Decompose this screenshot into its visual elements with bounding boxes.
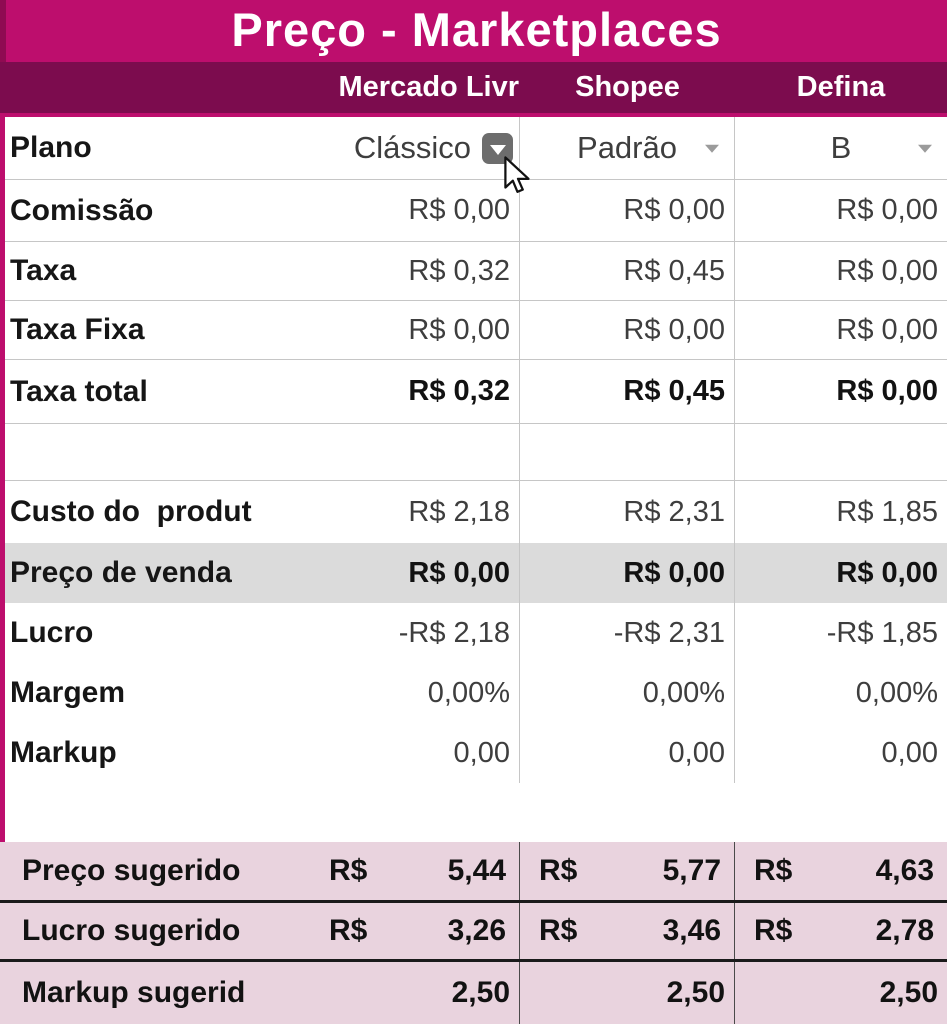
cell-lucro-mercado-livre[interactable]: -R$ 2,18 (310, 603, 520, 663)
cell-taxa-mercado-livre[interactable]: R$ 0,32 (310, 242, 520, 300)
row-label-margem: Margem (10, 676, 126, 709)
cell-preco-sugerido-shopee[interactable]: R$ 5,77 (520, 842, 735, 900)
row-label-markup: Markup (10, 736, 117, 769)
currency-symbol: R$ (539, 854, 578, 887)
cell-markup-sugerido-mercado-livre[interactable]: 2,50 (310, 962, 520, 1024)
cell-preco-venda-shopee[interactable]: R$ 0,00 (520, 543, 735, 603)
row-label-plano: Plano (10, 131, 92, 164)
row-label-preco-sugerido: Preço sugerido (22, 854, 241, 887)
row-empty (0, 424, 947, 481)
cell-lucro-sugerido-defina[interactable]: R$ 2,78 (735, 903, 947, 959)
cell-custo-mercado-livre[interactable]: R$ 2,18 (310, 481, 520, 543)
currency-symbol: R$ (754, 854, 793, 887)
cell-comissao-shopee[interactable]: R$ 0,00 (520, 180, 735, 241)
cell-markup-defina[interactable]: 0,00 (881, 736, 938, 769)
currency-symbol: R$ (329, 854, 368, 887)
cell-value: 4,63 (875, 854, 934, 887)
row-label-lucro-sugerido: Lucro sugerido (22, 914, 241, 947)
currency-symbol: R$ (329, 914, 368, 947)
cell-value: 5,77 (662, 854, 721, 887)
row-label-comissao: Comissão (10, 193, 154, 227)
row-taxa-fixa: Taxa Fixa R$ 0,00 R$ 0,00 R$ 0,00 (0, 301, 947, 360)
cell-markup-sugerido-shopee[interactable]: 2,50 (520, 962, 735, 1024)
plano-cell-shopee[interactable]: Padrão (520, 117, 735, 179)
cell-margem-mercado-livre[interactable]: 0,00% (310, 663, 520, 723)
cell-comissao-mercado-livre[interactable]: R$ 0,00 (310, 180, 520, 241)
cell-taxa-defina[interactable]: R$ 0,00 (836, 254, 938, 287)
plano-cell-defina[interactable]: B (735, 117, 947, 179)
row-lucro-sugerido: Lucro sugerido R$ 3,26 R$ 3,46 R$ 2,78 (0, 903, 947, 962)
cell-taxa-total-shopee[interactable]: R$ 0,45 (520, 360, 735, 423)
cell-custo-shopee[interactable]: R$ 2,31 (520, 481, 735, 543)
chevron-down-icon[interactable] (918, 144, 932, 153)
column-header-mercado-livre[interactable]: Mercado Livr (338, 71, 520, 103)
cell-taxa-fixa-defina[interactable]: R$ 0,00 (836, 313, 938, 346)
row-comissao: Comissão R$ 0,00 R$ 0,00 R$ 0,00 (0, 180, 947, 242)
row-label-taxa-fixa: Taxa Fixa (10, 313, 145, 346)
row-preco-sugerido: Preço sugerido R$ 5,44 R$ 5,77 R$ 4,63 (0, 842, 947, 903)
left-accent-strip (0, 117, 5, 842)
cell-markup-shopee[interactable]: 0,00 (520, 723, 735, 783)
cell-empty-defina[interactable] (735, 424, 947, 480)
cell-lucro-sugerido-mercado-livre[interactable]: R$ 3,26 (310, 903, 520, 959)
cell-preco-venda-mercado-livre[interactable]: R$ 0,00 (310, 543, 520, 603)
column-header-row: Mercado Livr Shopee Defina (0, 62, 947, 113)
cell-value: 5,44 (447, 854, 506, 887)
cell-taxa-fixa-mercado-livre[interactable]: R$ 0,00 (310, 301, 520, 359)
row-label-lucro: Lucro (10, 616, 94, 649)
plano-value-shopee: Padrão (577, 130, 677, 165)
currency-symbol: R$ (754, 914, 793, 947)
page-title: Preço - Marketplaces (231, 2, 722, 56)
cell-taxa-total-mercado-livre[interactable]: R$ 0,32 (310, 360, 520, 423)
currency-symbol: R$ (539, 914, 578, 947)
cell-preco-sugerido-defina[interactable]: R$ 4,63 (735, 842, 947, 900)
cell-margem-defina[interactable]: 0,00% (855, 676, 938, 709)
column-header-defina[interactable]: Defina (796, 71, 886, 103)
row-label-taxa: Taxa (10, 254, 77, 287)
cell-margem-shopee[interactable]: 0,00% (520, 663, 735, 723)
chevron-down-icon[interactable] (705, 144, 719, 153)
cell-preco-sugerido-mercado-livre[interactable]: R$ 5,44 (310, 842, 520, 900)
row-spacer (0, 783, 947, 842)
row-label-markup-sugerido: Markup sugerid (22, 976, 246, 1009)
cell-taxa-total-defina[interactable]: R$ 0,00 (836, 375, 938, 407)
row-taxa-total: Taxa total R$ 0,32 R$ 0,45 R$ 0,00 (0, 360, 947, 424)
row-label-taxa-total: Taxa total (10, 374, 148, 408)
cell-taxa-fixa-shopee[interactable]: R$ 0,00 (520, 301, 735, 359)
cell-comissao-defina[interactable]: R$ 0,00 (836, 194, 938, 226)
row-markup-sugerido: Markup sugerid 2,50 2,50 2,50 (0, 962, 947, 1024)
sheet-title-bar: Preço - Marketplaces (0, 0, 947, 62)
column-header-shopee[interactable]: Shopee (575, 71, 680, 103)
row-preco-venda: Preço de venda R$ 0,00 R$ 0,00 R$ 0,00 (0, 543, 947, 603)
cell-value: 3,26 (447, 914, 506, 947)
cell-empty-shopee[interactable] (520, 424, 735, 480)
row-label-custo-produto: Custo do produt (10, 495, 252, 528)
cell-empty-mercado-livre[interactable] (310, 424, 520, 480)
cell-lucro-sugerido-shopee[interactable]: R$ 3,46 (520, 903, 735, 959)
cell-markup-sugerido-defina[interactable]: 2,50 (879, 976, 938, 1009)
row-custo-produto: Custo do produt R$ 2,18 R$ 2,31 R$ 1,85 (0, 481, 947, 543)
cell-value: 2,78 (875, 914, 934, 947)
plano-value-mercado-livre: Clássico (353, 130, 471, 165)
plano-value-defina: B (830, 130, 852, 165)
cell-custo-defina[interactable]: R$ 1,85 (836, 495, 938, 528)
cell-lucro-defina[interactable]: -R$ 1,85 (826, 616, 938, 649)
row-margem: Margem 0,00% 0,00% 0,00% (0, 663, 947, 723)
row-markup: Markup 0,00 0,00 0,00 (0, 723, 947, 783)
dropdown-button-mercado-livre[interactable] (482, 132, 513, 164)
row-label-preco-venda: Preço de venda (10, 556, 232, 589)
cell-markup-mercado-livre[interactable]: 0,00 (310, 723, 520, 783)
plano-cell-mercado-livre[interactable]: Clássico (310, 117, 520, 179)
row-taxa: Taxa R$ 0,32 R$ 0,45 R$ 0,00 (0, 242, 947, 301)
cell-lucro-shopee[interactable]: -R$ 2,31 (520, 603, 735, 663)
chevron-down-icon (489, 144, 506, 155)
sheet-body: Plano Clássico Padrão B Comissão R$ 0,00… (0, 117, 947, 1024)
cell-taxa-shopee[interactable]: R$ 0,45 (520, 242, 735, 300)
cell-preco-venda-defina[interactable]: R$ 0,00 (735, 543, 947, 603)
cell-value: 3,46 (662, 914, 721, 947)
row-plano: Plano Clássico Padrão B (0, 117, 947, 180)
accent-divider (0, 113, 947, 117)
row-lucro: Lucro -R$ 2,18 -R$ 2,31 -R$ 1,85 (0, 603, 947, 663)
